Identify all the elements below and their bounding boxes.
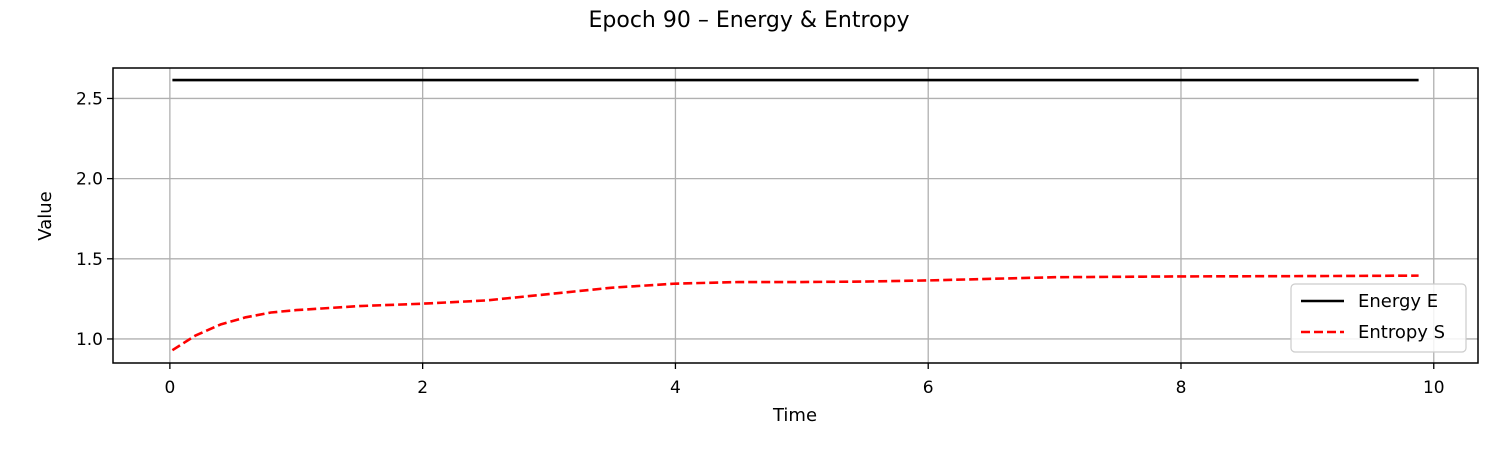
x-tick-label: 0 [164, 378, 175, 398]
y-tick-label: 2.0 [76, 170, 103, 190]
y-tick-label: 1.0 [76, 330, 103, 350]
x-tick-label: 6 [923, 378, 934, 398]
legend-label-entropy: Entropy S [1358, 322, 1445, 343]
plot-area-frame [112, 67, 1479, 364]
y-axis-label: Value [35, 191, 56, 240]
x-tick-label: 4 [670, 378, 681, 398]
x-tick-label: 2 [417, 378, 428, 398]
grid [113, 68, 1478, 363]
legend-label-energy: Energy E [1358, 291, 1438, 312]
legend: Energy E Entropy S [1290, 283, 1467, 353]
x-tick-label: 8 [1176, 378, 1187, 398]
y-tick-label: 1.5 [76, 250, 103, 270]
x-axis-label: Time [772, 405, 817, 426]
chart-title: Epoch 90 – Energy & Entropy [589, 8, 910, 33]
axis-ticks: 0 2 4 6 8 10 1.0 1.5 2.0 2.5 [76, 89, 1445, 398]
y-tick-label: 2.5 [76, 89, 103, 109]
x-tick-label: 10 [1423, 378, 1445, 398]
plot-lines [171, 78, 1419, 352]
series-line-entropy [171, 274, 1419, 352]
